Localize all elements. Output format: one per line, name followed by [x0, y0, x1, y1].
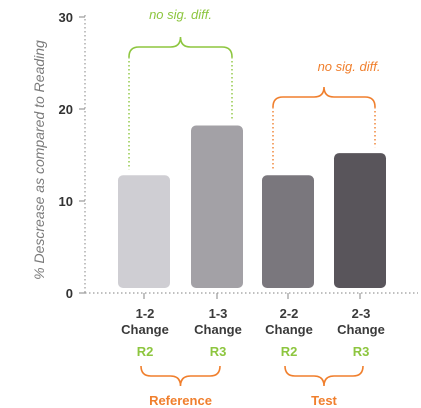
- category-label: 1-3: [209, 306, 228, 321]
- brace: [284, 365, 364, 387]
- bar: [191, 125, 243, 288]
- category-tag: R2: [137, 344, 154, 359]
- category-label: 2-2: [280, 306, 299, 321]
- category-label: 2-3: [352, 306, 371, 321]
- category-label: Change: [337, 322, 385, 337]
- y-tick-label: 0: [66, 286, 73, 301]
- y-axis: 0 10 20 30: [59, 10, 86, 301]
- group-label: Test: [311, 393, 337, 408]
- brace: [140, 365, 221, 387]
- bars: [118, 125, 386, 288]
- category-label: 1-2: [136, 306, 155, 321]
- annotation-label: no sig. diff.: [318, 59, 381, 74]
- bar: [118, 175, 170, 288]
- x-axis: [85, 292, 418, 299]
- group-label: Reference: [149, 393, 212, 408]
- category-tag: R3: [210, 344, 227, 359]
- category-tag: R3: [353, 344, 370, 359]
- connectors: [128, 57, 376, 170]
- category-tag: R2: [281, 344, 298, 359]
- brace: [128, 36, 233, 58]
- bar: [334, 153, 386, 288]
- y-tick-label: 10: [59, 194, 73, 209]
- group-labels: Reference Test: [140, 365, 364, 408]
- category-label: Change: [121, 322, 169, 337]
- y-axis-label: % Descrease as compared to Reading: [31, 40, 47, 280]
- category-label: Change: [194, 322, 242, 337]
- braces: [128, 36, 376, 108]
- bar: [262, 175, 314, 288]
- category-labels: 1-2ChangeR21-3ChangeR32-2ChangeR22-3Chan…: [121, 306, 385, 359]
- y-tick-label: 20: [59, 102, 73, 117]
- category-label: Change: [265, 322, 313, 337]
- y-tick-label: 30: [59, 10, 73, 25]
- annotation-label: no sig. diff.: [149, 7, 212, 22]
- brace: [272, 86, 376, 108]
- annotations: no sig. diff. no sig. diff.: [149, 7, 380, 74]
